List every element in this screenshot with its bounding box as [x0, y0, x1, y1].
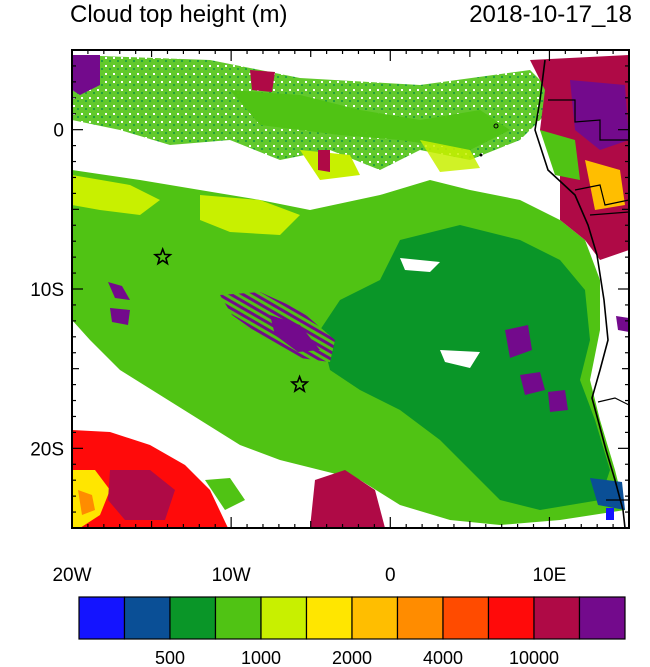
colorbar-label: 10000	[509, 648, 559, 667]
star-marker-north	[152, 246, 173, 266]
y-tick-label: 0	[53, 121, 64, 142]
colorbar-swatch	[260, 596, 308, 640]
y-tick-label: 20S	[30, 439, 64, 460]
colorbar-swatch	[214, 596, 262, 640]
colorbar-label: 4000	[423, 648, 463, 667]
colorbar-swatch	[305, 596, 353, 640]
x-tick-label: 20W	[52, 565, 91, 586]
map-timestamp: 2018-10-17_18	[469, 1, 632, 28]
colorbar-label: 500	[155, 648, 185, 667]
x-tick-label: 10E	[533, 565, 567, 586]
colorbar-swatch	[351, 596, 399, 640]
colorbar-swatch	[123, 596, 171, 640]
colorbar-swatch	[78, 596, 126, 640]
x-tick-label: 0	[385, 565, 396, 586]
star-marker-south	[289, 374, 310, 393]
colorbar-swatch	[578, 596, 626, 640]
axis-ticks: 20W 10W 0 10E 0 10S 20S	[30, 49, 630, 586]
map-title: Cloud top height (m)	[70, 1, 287, 28]
colorbar-swatch	[169, 596, 217, 640]
station-markers	[152, 246, 310, 393]
cloud-top-height-field	[72, 50, 629, 528]
colorbar-swatch	[487, 596, 535, 640]
colorbar: 500 1000 2000 4000 10000	[78, 596, 626, 667]
colorbar-label: 2000	[332, 648, 372, 667]
colorbar-swatch	[442, 596, 490, 640]
colorbar-swatch	[396, 596, 444, 640]
colorbar-label: 1000	[241, 648, 281, 667]
colorbar-swatch	[533, 596, 581, 640]
x-tick-label: 10W	[212, 565, 251, 586]
y-tick-label: 10S	[30, 280, 64, 301]
